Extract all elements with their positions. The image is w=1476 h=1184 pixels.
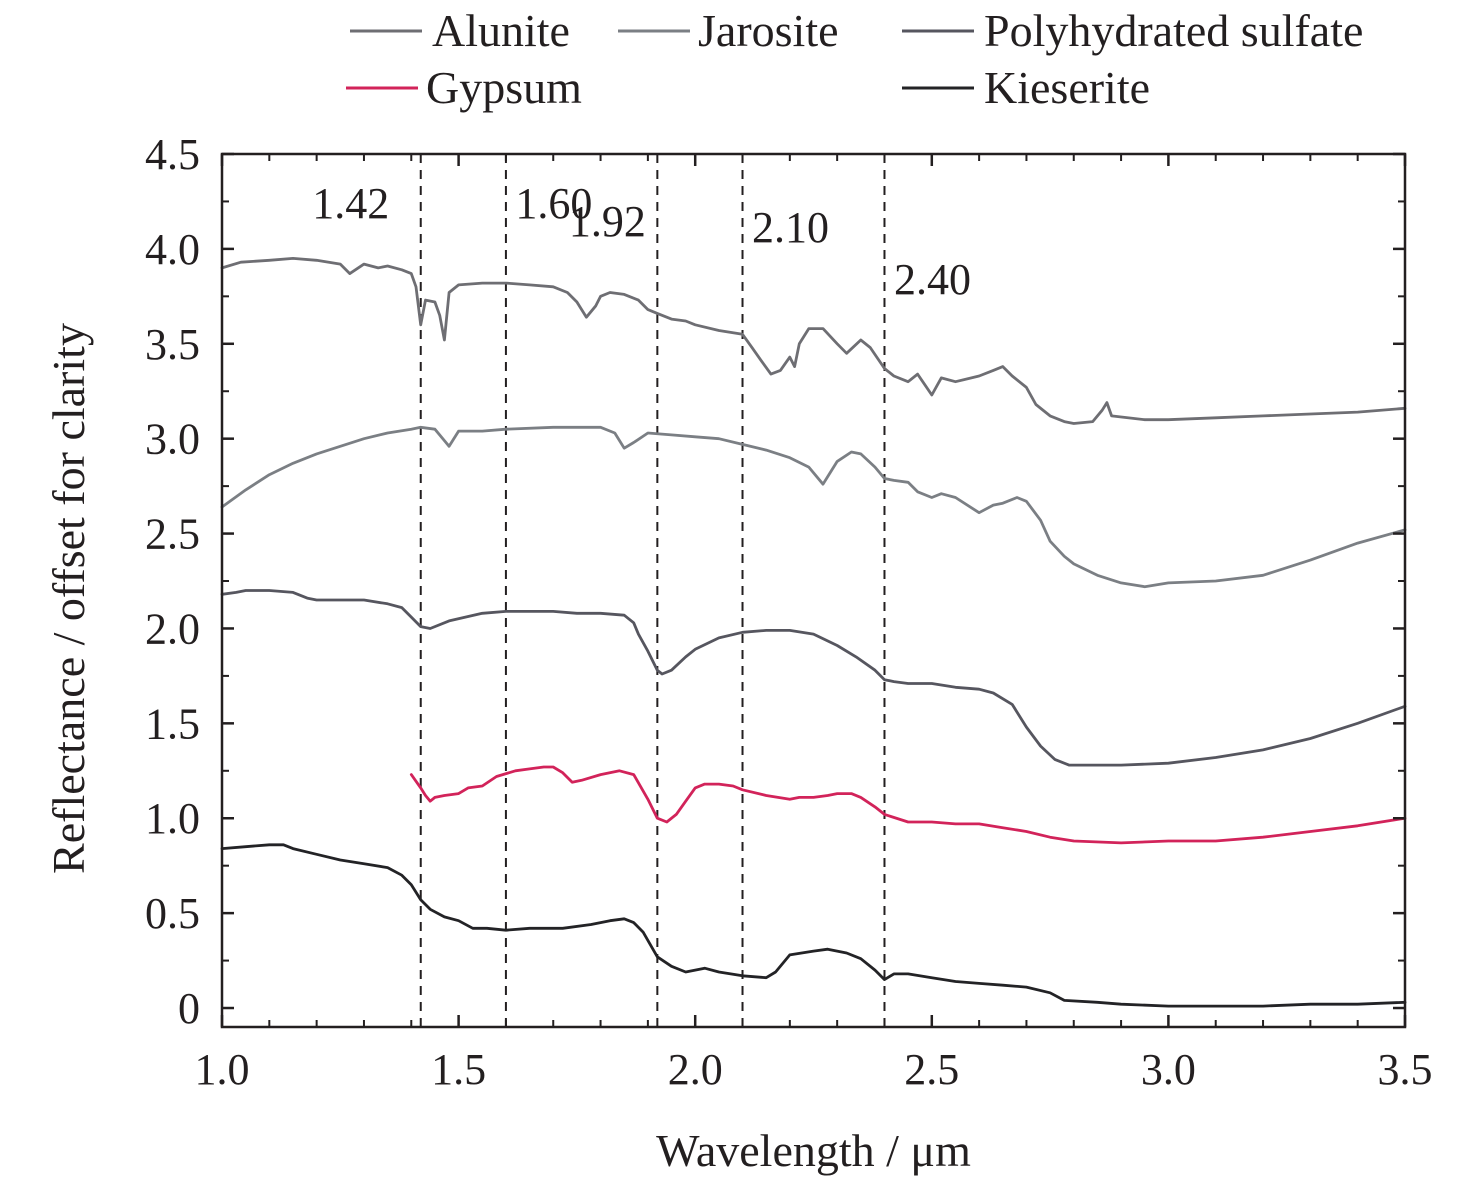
series-line-kieserite xyxy=(220,843,1407,1008)
legend: Alunite Jarosite Polyhydrated sulfate Gypsu… xyxy=(346,5,1363,113)
y-tick-label: 3.0 xyxy=(145,415,200,464)
legend-label: Kieserite xyxy=(984,62,1150,113)
y-tick-label: 2.0 xyxy=(145,604,200,653)
y-tick-label: 3.5 xyxy=(145,320,200,369)
x-tick-label: 2.5 xyxy=(904,1045,959,1094)
plot-frame xyxy=(220,152,1407,1029)
x-tick-label: 3.0 xyxy=(1141,1045,1196,1094)
y-tick-label: 0.5 xyxy=(145,889,200,938)
x-axis-title: Wavelength / μm xyxy=(656,1125,971,1176)
legend-label: Jarosite xyxy=(698,5,839,56)
axis-ticks: 1.0 1.5 2.0 2.5 3.0 3.5 0 0.5 1.0 1.5 2.0 2.5 3.0 3.5… xyxy=(145,130,1433,1094)
series-group xyxy=(220,257,1407,1008)
legend-label: Gypsum xyxy=(426,62,582,113)
y-tick-label: 4.0 xyxy=(145,225,200,274)
reference-line-label: 1.60 xyxy=(515,179,592,228)
x-tick-label: 3.5 xyxy=(1378,1045,1433,1094)
series-line-gypsum xyxy=(409,765,1407,845)
series-line-alunite xyxy=(220,257,1407,425)
series-line-polyhydrated-sulfate xyxy=(220,589,1407,767)
reference-line-label: 2.10 xyxy=(752,203,829,252)
reference-line-label: 1.42 xyxy=(312,179,389,228)
series-line-jarosite xyxy=(220,425,1407,589)
y-tick-label: 1.5 xyxy=(145,699,200,748)
legend-label: Alunite xyxy=(432,5,570,56)
y-tick-label: 1.0 xyxy=(145,794,200,843)
legend-label: Polyhydrated sulfate xyxy=(984,5,1363,56)
y-tick-label: 0 xyxy=(178,984,200,1033)
y-tick-label: 2.5 xyxy=(145,510,200,559)
reference-line-label: 2.40 xyxy=(894,255,971,304)
reference-lines: 1.42 1.601.92 2.10 2.40 xyxy=(312,154,971,1027)
x-tick-label: 2.0 xyxy=(668,1045,723,1094)
reference-line-label: 1.92 xyxy=(569,197,646,246)
y-tick-label: 4.5 xyxy=(145,130,200,179)
y-axis-title: Reflectance / offset for clarity xyxy=(43,323,94,874)
x-tick-label: 1.5 xyxy=(431,1045,486,1094)
x-tick-label: 1.0 xyxy=(195,1045,250,1094)
